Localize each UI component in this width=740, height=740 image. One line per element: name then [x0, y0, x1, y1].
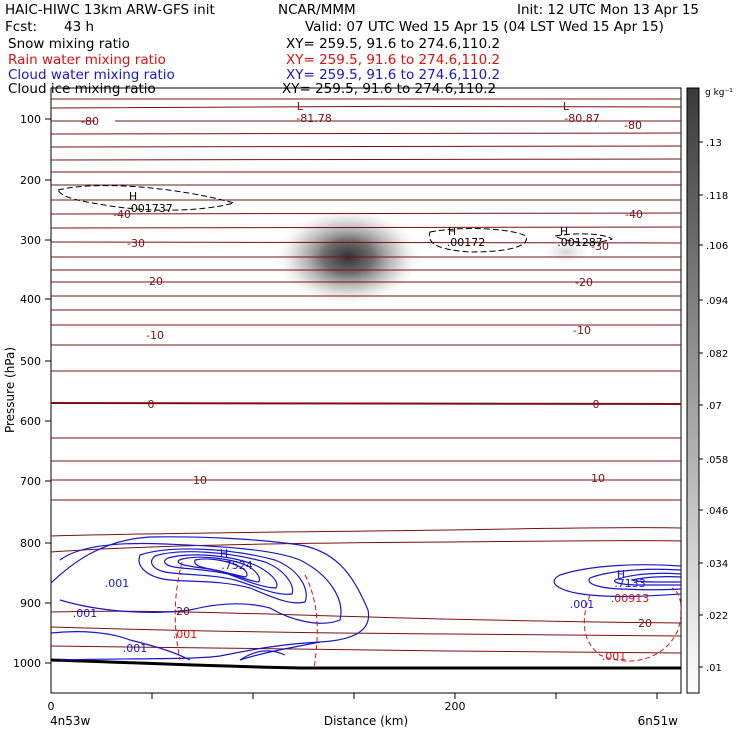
colorbar-tick-label: .118	[706, 191, 728, 202]
y-tick-label: 800	[20, 537, 41, 550]
colorbar-tick-label: .046	[706, 506, 728, 517]
colorbar-tick-label: .13	[706, 138, 722, 149]
colorbar-tick-label: .07	[706, 401, 722, 412]
temp-contour-label: -80	[624, 119, 642, 132]
temp-contour-label: -80	[81, 115, 99, 128]
temp-contour-label: -10	[573, 324, 591, 337]
y-tick-label: 300	[20, 234, 41, 247]
temp-contour-label: 0	[593, 398, 600, 411]
end-point-label: 6n51w	[638, 714, 679, 728]
y-tick-label: 900	[20, 597, 41, 610]
colorbar-tick-label: .082	[706, 349, 728, 360]
y-tick-label: 400	[20, 293, 41, 306]
low-value: -81.78	[296, 112, 331, 125]
y-axis-label: Pressure (hPa)	[3, 347, 17, 433]
rain-label: .001	[173, 628, 198, 641]
colorbar-tick-label: .106	[706, 241, 728, 252]
temp-contour-label: 20	[176, 605, 190, 618]
cloud-water-label: .001	[123, 642, 148, 655]
y-tick-label: 600	[20, 415, 41, 428]
terrain-surface	[51, 660, 681, 668]
y-axis	[45, 119, 51, 663]
temp-contour-label: 0	[148, 398, 155, 411]
temp-contour-label: -30	[127, 237, 145, 250]
y-tick-label: 100	[20, 113, 41, 126]
cloud-water-label: .001	[73, 607, 98, 620]
colorbar	[687, 88, 699, 693]
x-axis-label: Distance (km)	[324, 714, 408, 728]
temp-contour-label: -20	[575, 276, 593, 289]
x-axis	[152, 693, 657, 699]
y-tick-label: 700	[20, 475, 41, 488]
high-value: .001737	[127, 202, 173, 215]
cloud-water-label: .001	[570, 598, 595, 611]
high-value: .7524	[221, 559, 253, 572]
colorbar-ticks	[699, 142, 703, 667]
temp-contour-label: -20	[145, 275, 163, 288]
y-tick-label: 200	[20, 174, 41, 187]
rain-label: .001	[602, 650, 627, 663]
low-value: -80.87	[564, 112, 599, 125]
cross-section-chart: 100 200 300 400 500 600 700 800 900 1000…	[0, 0, 740, 740]
temp-contour-label: 10	[193, 474, 207, 487]
y-tick-label: 500	[20, 355, 41, 368]
start-point-label: 4n53w	[50, 714, 91, 728]
colorbar-tick-label: .058	[706, 455, 728, 466]
high-value: .7133	[614, 577, 646, 590]
colorbar-unit: g kg⁻¹	[705, 88, 733, 98]
x-tick-label: 200	[445, 700, 466, 713]
temp-contour-label: 20	[638, 617, 652, 630]
temperature-contours	[51, 99, 681, 653]
temp-contour-label: -40	[625, 208, 643, 221]
y-tick-label: 1000	[13, 657, 41, 670]
temp-contour-label: -10	[146, 329, 164, 342]
rain-value: .00913	[611, 592, 650, 605]
high-value: .00172	[447, 236, 486, 249]
high-value: .001287	[557, 236, 603, 249]
colorbar-tick-label: .022	[706, 611, 728, 622]
temp-contour-label: 10	[591, 472, 605, 485]
colorbar-tick-label: .094	[706, 296, 728, 307]
colorbar-tick-label: .01	[706, 663, 722, 674]
x-tick-label: 0	[48, 700, 55, 713]
colorbar-tick-label: .034	[706, 559, 728, 570]
cloud-water-label: .001	[105, 577, 130, 590]
